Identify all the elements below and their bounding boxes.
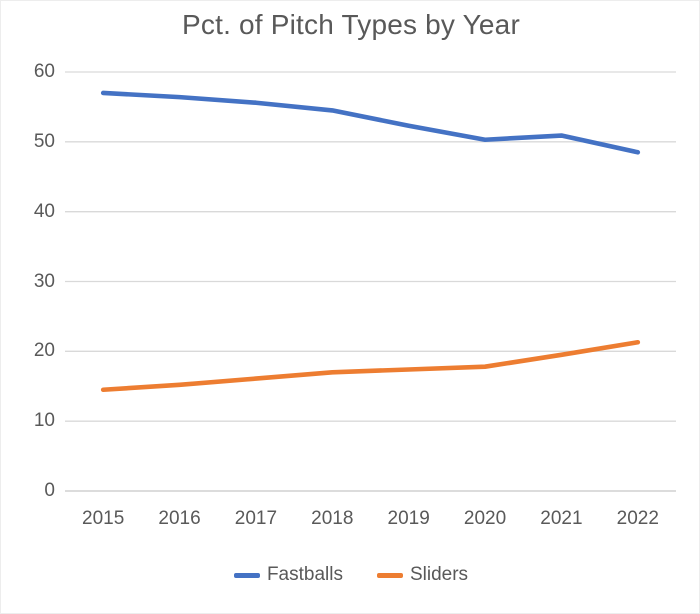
y-tick-label: 0 [44, 480, 55, 501]
y-tick-label: 10 [33, 410, 55, 432]
x-tick-label: 2021 [540, 508, 583, 529]
legend-label-sliders: Sliders [409, 564, 469, 585]
legend: Fastballs Sliders [1, 564, 699, 586]
y-tick-label: 50 [33, 130, 55, 152]
series-lines [100, 90, 641, 393]
x-tick-label: 2017 [234, 508, 278, 529]
x-tick-label: 2015 [82, 508, 125, 529]
x-tick-label: 2019 [387, 508, 430, 529]
x-tick-label: 2016 [158, 508, 201, 529]
x-tick-label: 2022 [616, 508, 659, 529]
chart-title: Pct. of Pitch Types by Year [182, 9, 520, 40]
x-tick-label: 2018 [311, 508, 354, 529]
y-tick-label: 30 [33, 270, 55, 292]
y-tick-label: 20 [33, 340, 55, 362]
sliders-line-swatch-icon [376, 572, 403, 578]
legend-item-fastballs: Fastballs [233, 564, 343, 586]
gridlines [65, 71, 676, 492]
fastballs-line-swatch-icon [233, 572, 260, 578]
legend-label-fastballs: Fastballs [266, 564, 343, 585]
fastballs-line [100, 90, 641, 155]
x-tick-label: 2020 [463, 508, 507, 529]
sliders-line [100, 339, 641, 393]
legend-item-sliders: Sliders [376, 564, 469, 586]
y-tick-label: 40 [33, 200, 55, 222]
y-tick-label: 60 [33, 61, 55, 82]
